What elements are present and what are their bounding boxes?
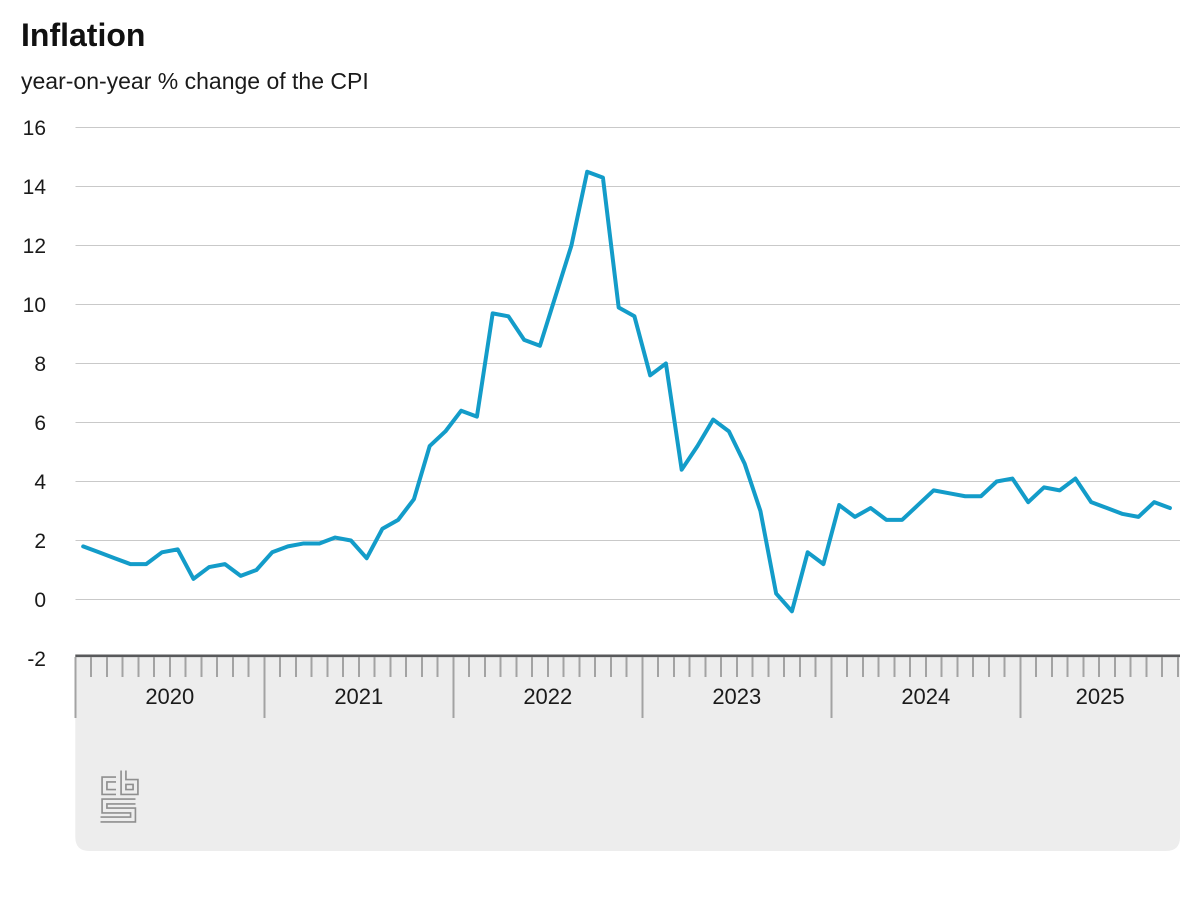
year-label-2025: 2025 bbox=[1076, 684, 1125, 709]
y-gridlines bbox=[75, 127, 1180, 600]
year-label-2022: 2022 bbox=[523, 684, 572, 709]
year-label-2024: 2024 bbox=[901, 684, 950, 709]
x-axis-band bbox=[75, 654, 1180, 851]
year-labels: 2020 2021 2022 2023 2024 2025 bbox=[145, 684, 1124, 709]
y-label-12: 12 bbox=[23, 235, 46, 258]
y-label-0: 0 bbox=[34, 589, 46, 612]
year-label-2021: 2021 bbox=[334, 684, 383, 709]
y-label-14: 14 bbox=[23, 176, 47, 199]
y-axis-labels: 16 14 12 10 8 6 4 2 0 -2 bbox=[23, 117, 47, 671]
cbs-logo-letter-s-inner bbox=[100, 799, 136, 822]
year-label-2020: 2020 bbox=[145, 684, 194, 709]
cpi-line-series bbox=[81, 169, 1172, 614]
cbs-logo-letter-c-inner bbox=[102, 777, 116, 794]
axis-band bbox=[75, 657, 1180, 851]
year-label-2023: 2023 bbox=[712, 684, 761, 709]
chart-subtitle: year-on-year % change of the CPI bbox=[21, 68, 369, 94]
y-label-2: 2 bbox=[34, 530, 46, 553]
month-and-year-ticks bbox=[74, 657, 1179, 718]
cbs-logo-letter-b-inner bbox=[121, 770, 138, 794]
inflation-line-path bbox=[81, 169, 1172, 614]
y-label-4: 4 bbox=[34, 471, 46, 494]
cbs-logo bbox=[100, 770, 139, 823]
y-label-10: 10 bbox=[23, 294, 46, 317]
chart-title: Inflation bbox=[21, 17, 146, 53]
y-label--2: -2 bbox=[27, 648, 46, 671]
y-label-8: 8 bbox=[34, 353, 46, 376]
y-label-16: 16 bbox=[23, 117, 46, 140]
y-label-6: 6 bbox=[34, 412, 46, 435]
